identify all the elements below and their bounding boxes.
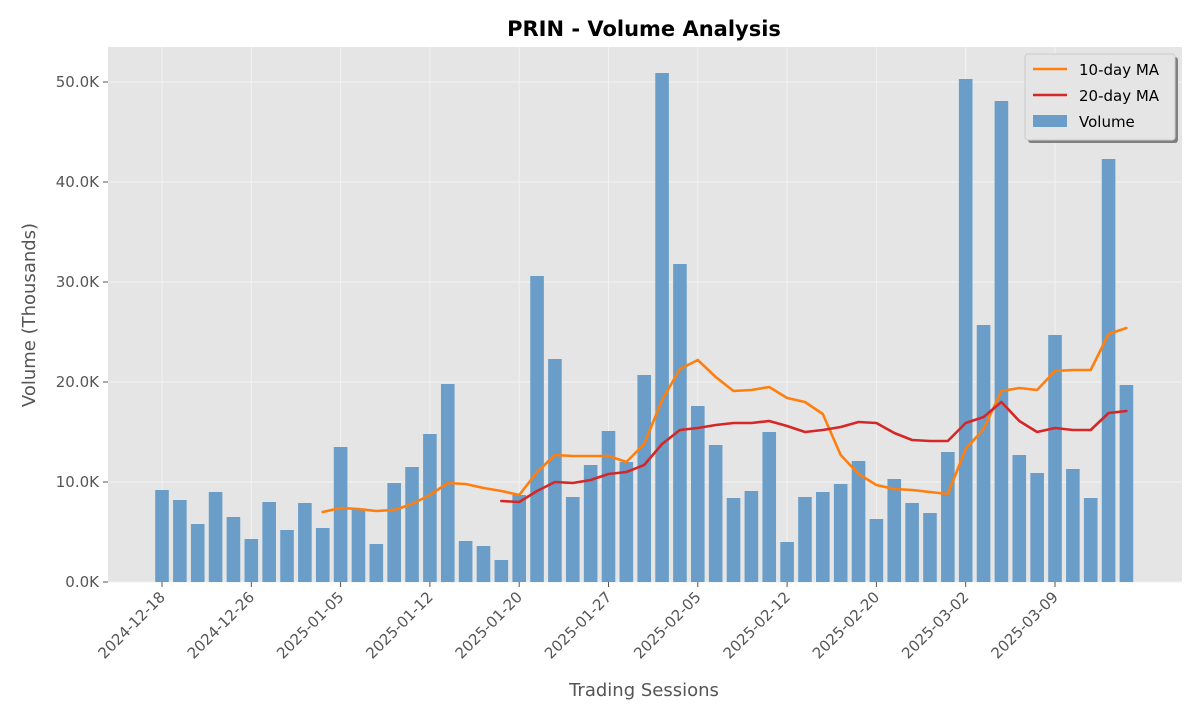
volume-bar — [869, 519, 884, 582]
volume-bar — [798, 497, 812, 582]
volume-bar — [887, 479, 902, 582]
volume-bar — [369, 544, 384, 582]
volume-bar — [994, 101, 1009, 582]
x-axis-label: Trading Sessions — [568, 680, 719, 701]
volume-bar — [619, 462, 634, 582]
legend-swatch-volume — [1033, 115, 1067, 127]
volume-bar — [315, 528, 330, 582]
volume-bar — [1012, 455, 1027, 582]
volume-bar — [530, 276, 544, 582]
volume-bar — [548, 359, 562, 582]
y-axis-ticks: 0.0K 10.0K 20.0K 30.0K 40.0K 50.0K — [56, 73, 108, 591]
volume-bar — [637, 375, 652, 582]
volume-bar — [583, 465, 598, 582]
volume-bar — [691, 406, 705, 582]
volume-bar — [851, 461, 866, 582]
volume-bar — [190, 524, 205, 582]
volume-bar — [976, 325, 991, 582]
volume-bar — [512, 495, 526, 582]
volume-bar — [333, 447, 348, 582]
volume-bar — [280, 530, 294, 582]
volume-bar — [155, 490, 169, 582]
moving-average-lines — [321, 326, 1128, 514]
volume-bar — [387, 483, 401, 582]
volume-bar — [762, 432, 777, 582]
volume-bar — [565, 497, 580, 582]
y-tick-label: 10.0K — [56, 473, 100, 491]
volume-bar — [173, 500, 187, 582]
volume-bar — [458, 541, 473, 582]
y-tick-label: 40.0K — [56, 173, 100, 191]
volume-bar — [405, 467, 419, 582]
volume-bar — [744, 491, 759, 582]
legend-label-volume: Volume — [1079, 113, 1135, 131]
volume-bar — [726, 498, 741, 582]
volume-bar — [1083, 498, 1098, 582]
volume-bar — [816, 492, 830, 582]
volume-bar — [1030, 473, 1044, 582]
volume-bar — [923, 513, 937, 582]
volume-bar — [941, 452, 955, 582]
volume-bar — [494, 560, 509, 582]
chart-title: PRIN - Volume Analysis — [507, 17, 781, 41]
volume-bar — [833, 484, 848, 582]
ma20-line — [499, 400, 1128, 504]
volume-bar — [1048, 335, 1062, 582]
volume-bar — [708, 445, 723, 582]
volume-bar — [1066, 469, 1080, 582]
y-tick-label: 50.0K — [56, 73, 100, 91]
volume-bar — [423, 434, 437, 582]
y-tick-label: 20.0K — [56, 373, 100, 391]
volume-bar — [1119, 385, 1134, 582]
volume-bars — [155, 73, 1134, 582]
y-tick-label: 30.0K — [56, 273, 100, 291]
volume-bar — [262, 502, 276, 582]
volume-bar — [476, 546, 491, 582]
legend-label-ma20: 20-day MA — [1079, 87, 1160, 105]
legend-label-ma10: 10-day MA — [1079, 61, 1160, 79]
volume-bar — [298, 503, 312, 582]
volume-bar — [351, 509, 366, 582]
volume-bar — [601, 431, 616, 582]
volume-bar — [244, 539, 259, 582]
volume-bar — [655, 73, 669, 582]
volume-bar — [226, 517, 241, 582]
volume-bar — [958, 79, 973, 582]
volume-bar — [780, 542, 794, 582]
volume-bar — [673, 264, 687, 582]
y-axis-label: Volume (Thousands) — [19, 223, 40, 407]
volume-bar — [1101, 159, 1116, 582]
y-tick-label: 0.0K — [65, 573, 100, 591]
volume-bar — [208, 492, 223, 582]
legend: 10-day MA 20-day MA Volume — [1024, 53, 1178, 143]
volume-bar — [905, 503, 919, 582]
